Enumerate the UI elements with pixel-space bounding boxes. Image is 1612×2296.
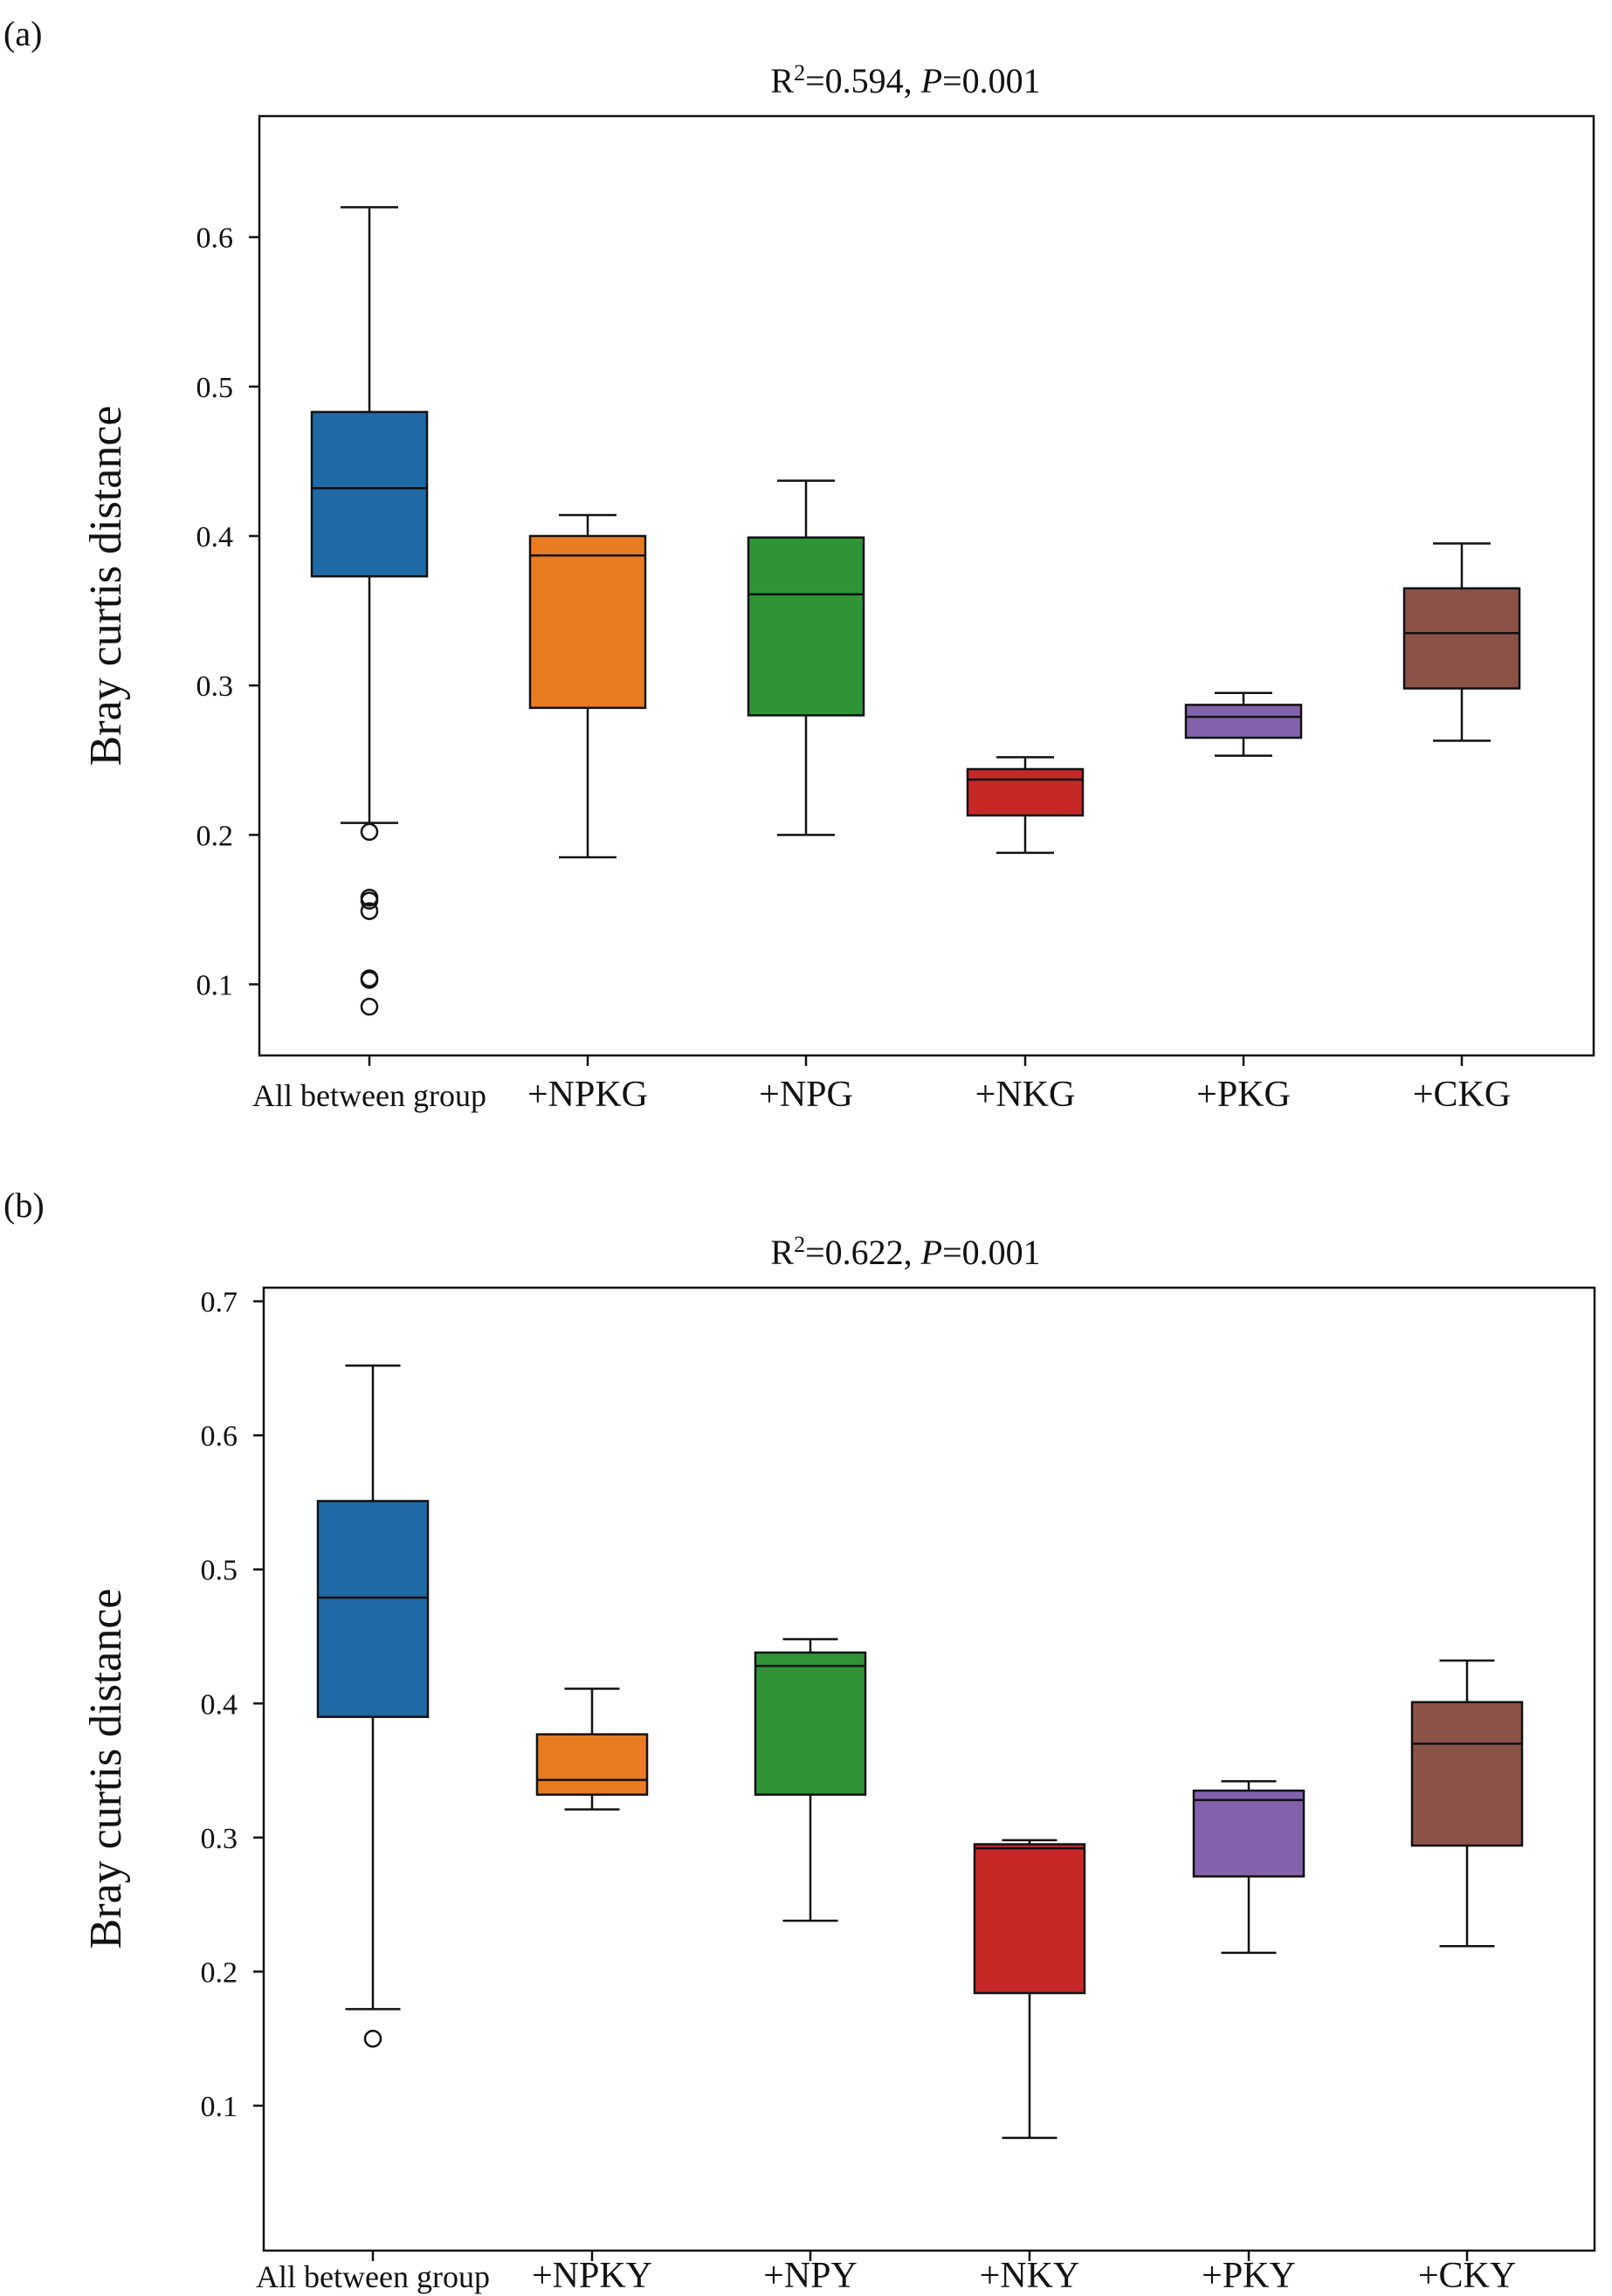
box-npkg [528, 513, 647, 859]
x-category-label: +CKY [1418, 2256, 1516, 2296]
y-tick-label: 0.3 [201, 1823, 238, 1855]
y-tick-label: 0.6 [196, 223, 234, 255]
panel-b-y-ticks: 0.1 0.2 0.3 0.4 0.5 0.6 0.7 [201, 1287, 264, 2123]
x-category-label: +NKY [980, 2256, 1080, 2296]
box-iqr [1402, 587, 1521, 690]
y-tick-label: 0.4 [201, 1688, 238, 1721]
panel-b: (b) R2=0.622, P=0.001 Bray curtis distan… [3, 1186, 1596, 2296]
outlier-point [360, 971, 379, 989]
y-tick-label: 0.3 [196, 670, 234, 703]
box-iqr [754, 1651, 867, 1796]
box-all-between-group [316, 1365, 430, 2048]
box-pkg [1184, 691, 1303, 757]
y-tick-label: 0.2 [201, 1956, 238, 1989]
panel-a-plot-frame [258, 114, 1595, 1057]
x-category-label: +PKY [1202, 2256, 1296, 2296]
box-iqr [747, 536, 865, 717]
x-category-label: All between group [256, 2259, 490, 2294]
panel-b-label: (b) [3, 1186, 45, 1225]
x-category-label: All between group [252, 1078, 486, 1113]
panel-b-x-ticks: All between group +NPKY +NPY +NKY +PKY +CKY [256, 2251, 1516, 2296]
panel-b-plot-frame [262, 1286, 1596, 2252]
outlier-point [360, 822, 379, 842]
box-iqr [1410, 1701, 1524, 1847]
box-cky [1410, 1659, 1524, 1948]
panel-b-title: R2=0.622, P=0.001 [770, 1232, 1040, 1272]
box-iqr [528, 534, 647, 710]
y-tick-label: 0.6 [201, 1420, 238, 1453]
y-tick-label: 0.5 [201, 1555, 238, 1587]
box-iqr [535, 1733, 649, 1796]
panel-a-x-ticks: All between group +NPKG +NPG +NKG +PKG +CKG [252, 1055, 1511, 1115]
box-iqr [1192, 1789, 1305, 1878]
box-pky [1192, 1780, 1305, 1955]
box-nky [973, 1839, 1086, 2140]
box-npky [535, 1688, 649, 1811]
y-tick-label: 0.1 [201, 2091, 238, 2123]
y-tick-label: 0.1 [196, 970, 234, 1002]
x-category-label: +NPY [763, 2256, 858, 2296]
x-category-label: +PKG [1196, 1075, 1291, 1115]
x-category-label: +NPKG [527, 1075, 648, 1115]
y-tick-label: 0.2 [196, 820, 234, 852]
panel-b-boxes [316, 1365, 1524, 2140]
outlier-point [360, 902, 379, 920]
y-tick-label: 0.4 [196, 521, 234, 553]
y-tick-label: 0.5 [196, 372, 234, 404]
box-npg [747, 479, 865, 836]
box-iqr [966, 767, 1085, 817]
box-iqr [1184, 704, 1303, 739]
panel-a-boxes [310, 206, 1521, 1016]
panel-a-y-axis-label: Bray curtis distance [81, 406, 131, 766]
box-ckg [1402, 542, 1521, 742]
panel-b-y-axis-label: Bray curtis distance [81, 1589, 131, 1949]
y-tick-label: 0.7 [201, 1287, 238, 1319]
panel-a-label: (a) [3, 14, 42, 53]
outlier-point [360, 997, 379, 1016]
box-iqr [310, 410, 429, 578]
box-npy [754, 1638, 867, 1922]
box-iqr [316, 1500, 430, 1718]
x-category-label: +NPKY [532, 2256, 652, 2296]
box-all-between-group [310, 206, 429, 1016]
x-category-label: +NKG [975, 1075, 1076, 1115]
x-category-label: +CKG [1413, 1075, 1511, 1115]
outlier-point [363, 2029, 382, 2048]
panel-a-y-ticks: 0.1 0.2 0.3 0.4 0.5 0.6 [196, 223, 259, 1002]
outlier-point [360, 891, 379, 910]
x-category-label: +NPG [759, 1075, 853, 1115]
panel-a-title: R2=0.594, P=0.001 [770, 60, 1040, 100]
box-iqr [973, 1843, 1086, 1995]
panel-a: (a) R2=0.594, P=0.001 Bray curtis distan… [3, 14, 1595, 1115]
box-nkg [966, 756, 1085, 855]
